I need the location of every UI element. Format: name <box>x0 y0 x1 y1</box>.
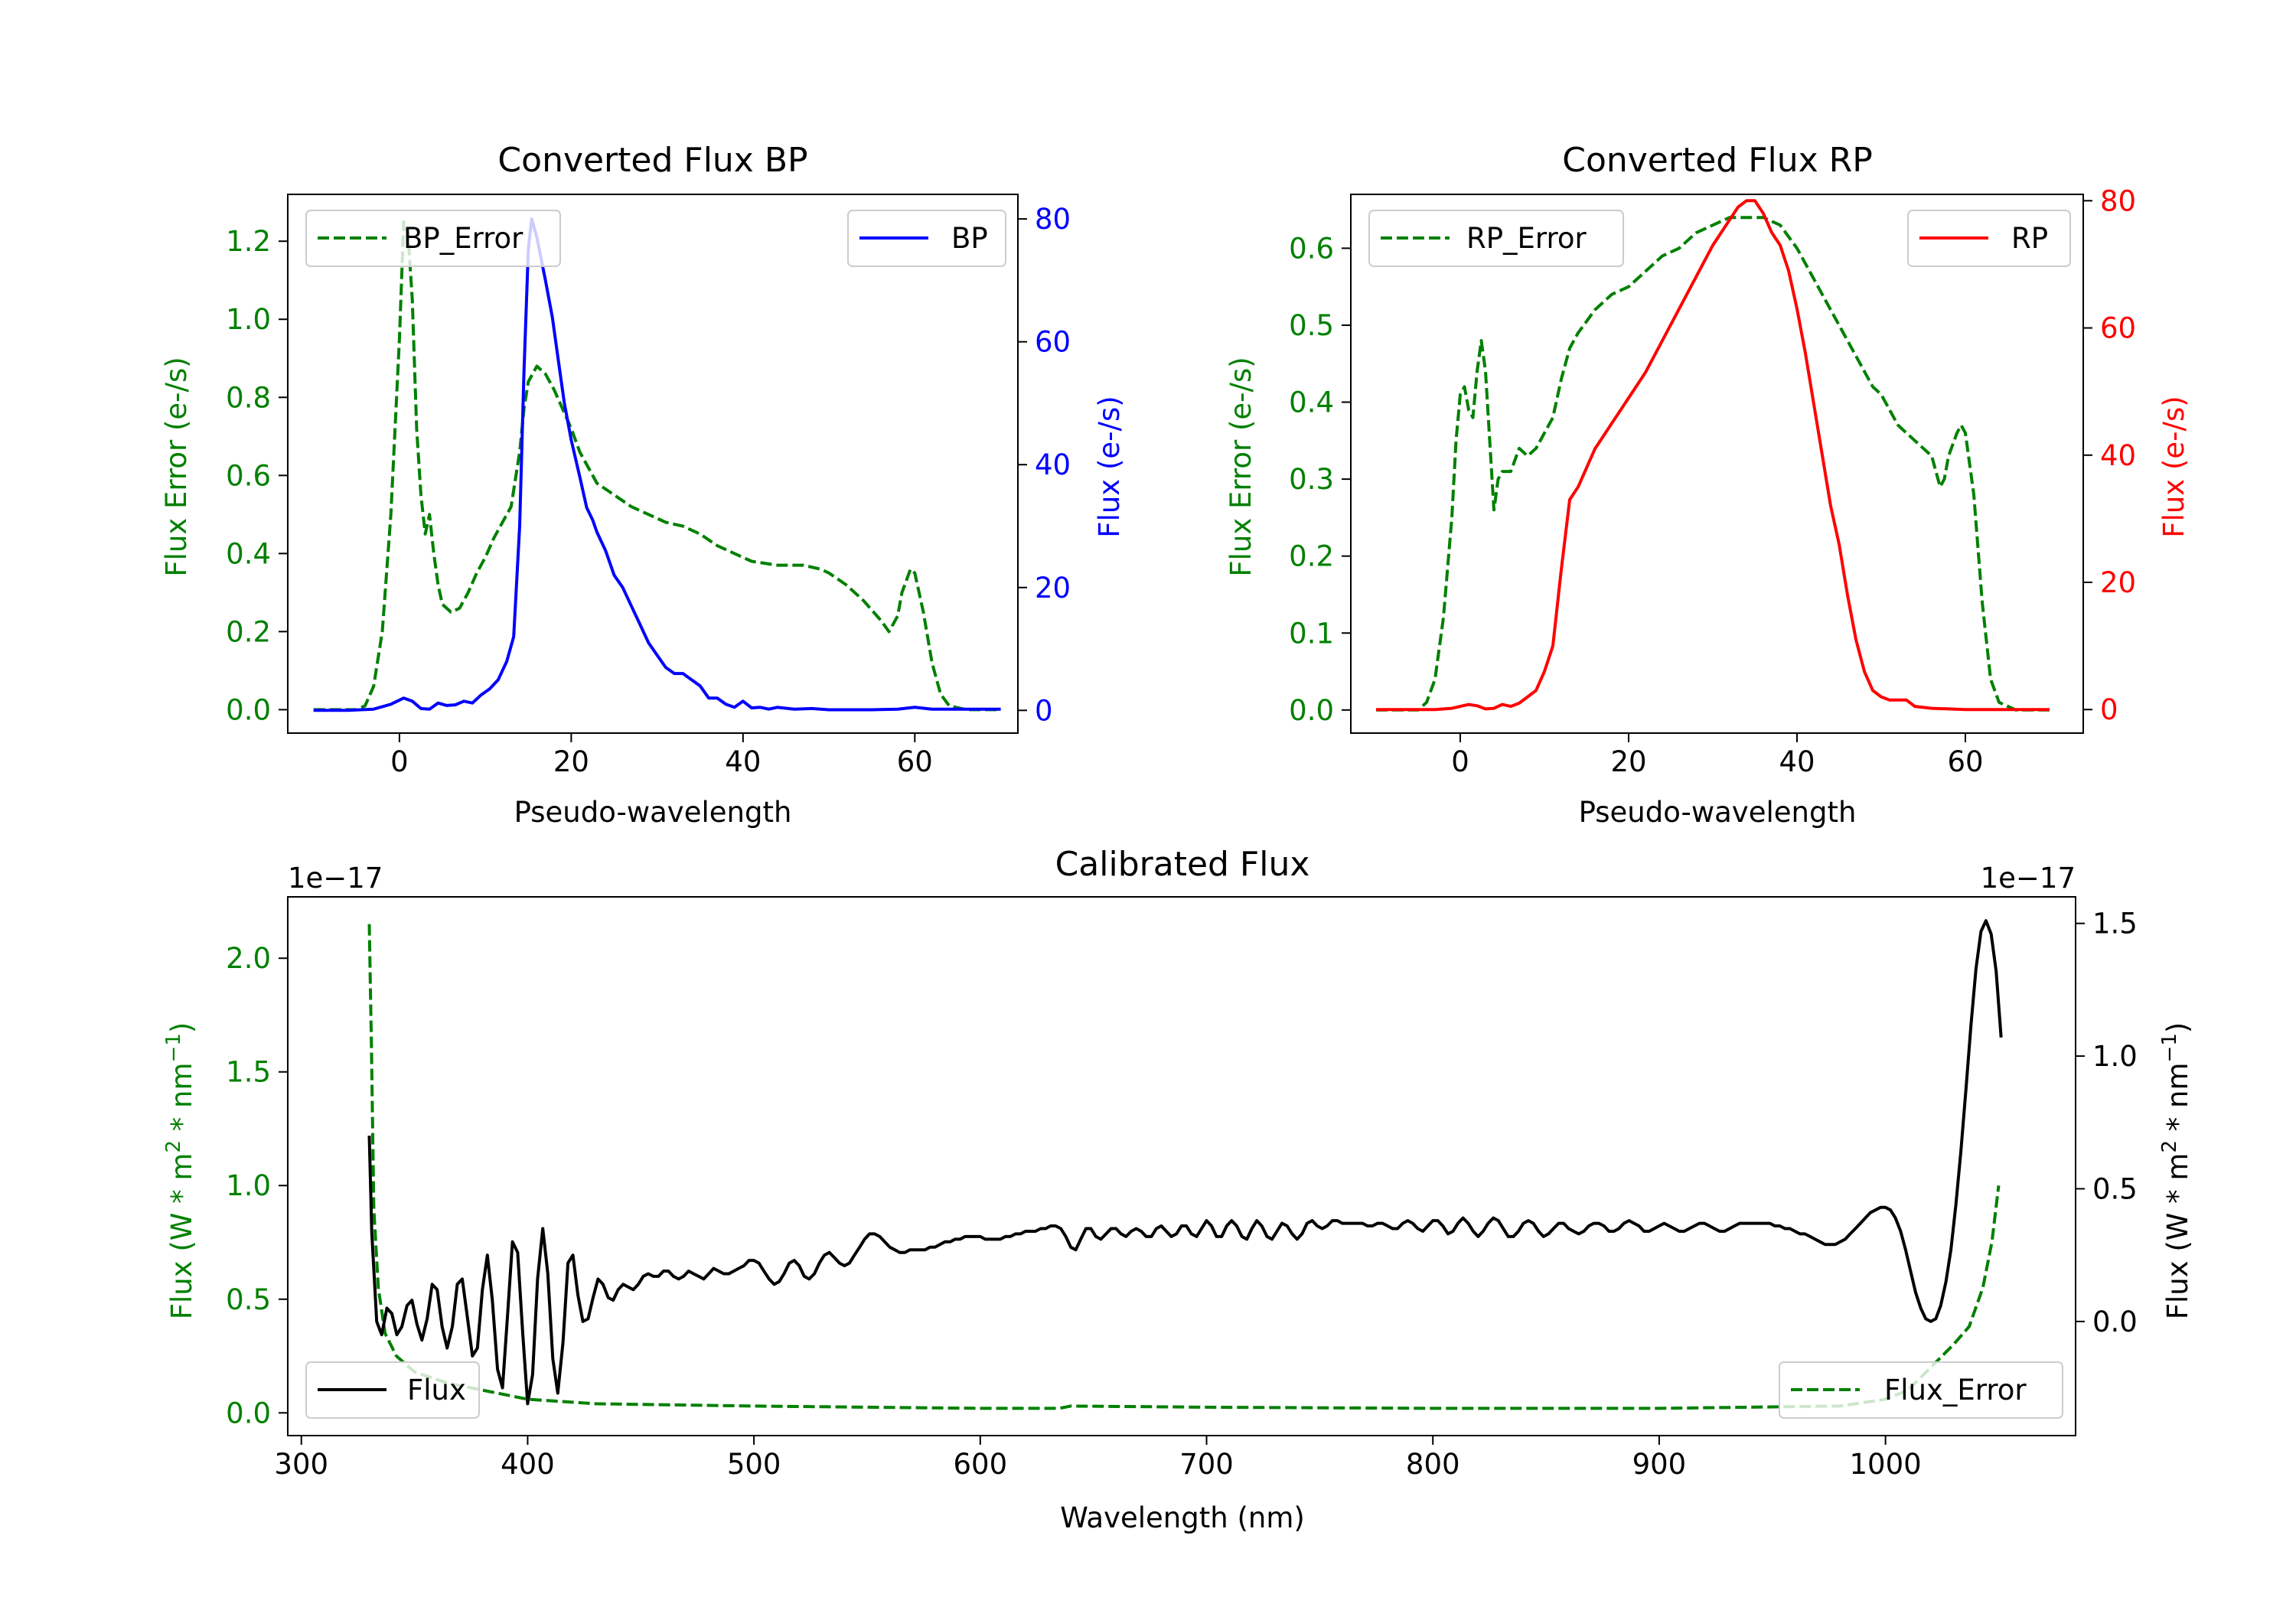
panel-cal-plot-area: 300 400 500 600 700 800 900 1000 0.0 0.5 1.0 1.5 2.0… <box>226 896 2138 1481</box>
y-right-tick-label: 0.0 <box>2092 1305 2138 1338</box>
legend-frame <box>305 210 561 267</box>
y-right-tick-label: 20 <box>2100 566 2136 599</box>
panel-cal-ylabel-right: Flux (W * m2 * nm−1) <box>2158 1022 2194 1320</box>
y-right-tick-label: 60 <box>1035 326 1071 359</box>
y-right-tick-label: 80 <box>2100 184 2136 217</box>
panel-rp-title: Converted Flux RP <box>1562 141 1873 180</box>
legend-frame <box>1779 1361 2063 1419</box>
y-right-tick-label: 1.0 <box>2092 1040 2138 1073</box>
x-tick-label: 800 <box>1406 1448 1460 1481</box>
x-tick-label: 700 <box>1179 1448 1234 1481</box>
y-left-tick-label: 0.5 <box>226 1283 271 1316</box>
y-left-tick-label: 0.5 <box>1289 309 1334 342</box>
series-line-flux <box>367 919 2003 1406</box>
series-line-rp <box>1376 199 2050 712</box>
panel-bp-xlabel: Pseudo-wavelength <box>514 796 792 829</box>
y-left-tick-label: 1.0 <box>226 303 271 336</box>
panel-bp-title: Converted Flux BP <box>497 141 807 180</box>
x-tick-label: 40 <box>1779 745 1815 778</box>
panel-rp-plot-area: 0 20 40 60 0.0 0.1 0.2 0.3 0.4 0.5 0.6 0 20 40 60 80 <box>1289 184 2136 778</box>
legend-label-rp-error: RP_Error <box>1466 222 1587 255</box>
x-tick-label: 300 <box>274 1448 328 1481</box>
y-right-tick-label: 0 <box>2100 693 2118 726</box>
y-left-tick-label: 1.0 <box>226 1169 271 1202</box>
y-left-tick-label: 2.0 <box>226 942 271 975</box>
legend-label-bp-error: BP_Error <box>403 222 523 255</box>
y-left-tick-label: 0.2 <box>226 615 271 648</box>
panel-bp-plot-area: 0 20 40 60 0.0 0.2 0.4 0.6 0.8 1.0 1.2 0 20 40 60 80 <box>226 194 1071 778</box>
legend-frame <box>1907 210 2071 267</box>
y-left-tick-label: 0.8 <box>226 381 271 414</box>
panel-bp-ylabel-left: Flux Error (e-/s) <box>160 357 193 576</box>
y-right-tick-label: 40 <box>1035 448 1071 481</box>
x-tick-label: 40 <box>725 745 761 778</box>
x-tick-label: 600 <box>954 1448 1008 1481</box>
legend-label-flux: Flux <box>407 1374 466 1407</box>
y-right-tick-label: 0 <box>1035 694 1053 727</box>
panel-bp-ylabel-right: Flux (e-/s) <box>1093 396 1126 537</box>
x-tick-label: 60 <box>1947 745 1983 778</box>
svg-text:Flux (W * m2 * nm−1): Flux (W * m2 * nm−1) <box>2158 1022 2194 1320</box>
legend-label-rp: RP <box>2011 222 2048 255</box>
y-right-tick-label: 40 <box>2100 439 2136 472</box>
x-tick-label: 1000 <box>1850 1448 1922 1481</box>
panel-cal-legend-right: Flux_Error <box>1779 1361 2063 1419</box>
y-left-tick-label: 0.4 <box>226 537 271 570</box>
svg-text:Flux (W * m2 * nm−1): Flux (W * m2 * nm−1) <box>162 1022 198 1320</box>
y-left-tick-label: 0.3 <box>1289 463 1334 496</box>
legend-label-flux-error: Flux_Error <box>1884 1374 2027 1407</box>
panel-calibrated: Calibrated Flux 1e−17 1e−17 300 400 500 600… <box>162 845 2194 1534</box>
series-line-flux-error <box>367 924 2001 1410</box>
y-right-tick-label: 20 <box>1035 572 1071 605</box>
panel-bp-legend-left: BP_Error <box>305 210 561 267</box>
y-left-tick-label: 0.0 <box>226 1397 271 1429</box>
x-tick-label: 20 <box>553 745 589 778</box>
panel-rp-xlabel: Pseudo-wavelength <box>1579 796 1857 829</box>
panel-cal-legend-left: Flux <box>305 1361 480 1419</box>
panel-rp: Converted Flux RP 0 20 40 60 0.0 0.1 0.2 0.3 0.4… <box>1225 141 2190 829</box>
x-tick-label: 500 <box>727 1448 781 1481</box>
legend-label-bp: BP <box>951 222 988 255</box>
axes-frame <box>1350 194 2084 734</box>
y-left-tick-label: 1.2 <box>226 225 271 258</box>
x-tick-label: 0 <box>1451 745 1469 778</box>
y-right-tick-label: 1.5 <box>2092 908 2138 940</box>
x-tick-label: 20 <box>1610 745 1646 778</box>
x-tick-label: 0 <box>390 745 409 778</box>
axes-frame <box>287 896 2076 1436</box>
panel-cal-ylabel-left: Flux (W * m2 * nm−1) <box>162 1022 198 1320</box>
panel-bp: Converted Flux BP 0 20 40 60 0.0 0.2 0.4 0.6 0.8… <box>160 141 1126 829</box>
y-left-tick-label: 0.4 <box>1289 386 1334 419</box>
x-tick-label: 900 <box>1632 1448 1687 1481</box>
y-right-tick-label: 0.5 <box>2092 1172 2138 1205</box>
y-left-tick-label: 0.0 <box>1289 694 1334 727</box>
y-right-tick-label: 80 <box>1035 203 1071 236</box>
y-left-tick-label: 0.0 <box>226 693 271 726</box>
x-tick-label: 60 <box>897 745 933 778</box>
y-left-tick-label: 1.5 <box>226 1056 271 1089</box>
panel-rp-ylabel-right: Flux (e-/s) <box>2157 396 2190 537</box>
panel-cal-offset-right: 1e−17 <box>1981 862 2076 895</box>
legend-frame <box>1368 210 1624 267</box>
panel-rp-legend-left: RP_Error <box>1368 210 1624 267</box>
panel-bp-legend-right: BP <box>847 210 1006 267</box>
panel-cal-offset-left: 1e−17 <box>288 862 383 895</box>
legend-frame <box>305 1361 480 1419</box>
panel-cal-title: Calibrated Flux <box>1055 845 1310 884</box>
axes-frame <box>287 194 1019 734</box>
y-left-tick-label: 0.6 <box>226 459 271 492</box>
panel-rp-ylabel-left: Flux Error (e-/s) <box>1225 357 1257 576</box>
panel-cal-xlabel: Wavelength (nm) <box>1060 1501 1305 1534</box>
series-line-rp-error <box>1376 216 2050 712</box>
y-left-tick-label: 0.1 <box>1289 617 1334 650</box>
y-left-tick-label: 0.6 <box>1289 232 1334 265</box>
y-right-tick-label: 60 <box>2100 312 2136 345</box>
y-left-tick-label: 0.2 <box>1289 540 1334 573</box>
panel-rp-legend-right: RP <box>1907 210 2071 267</box>
series-line-bp <box>313 217 1001 712</box>
x-tick-label: 400 <box>501 1448 555 1481</box>
